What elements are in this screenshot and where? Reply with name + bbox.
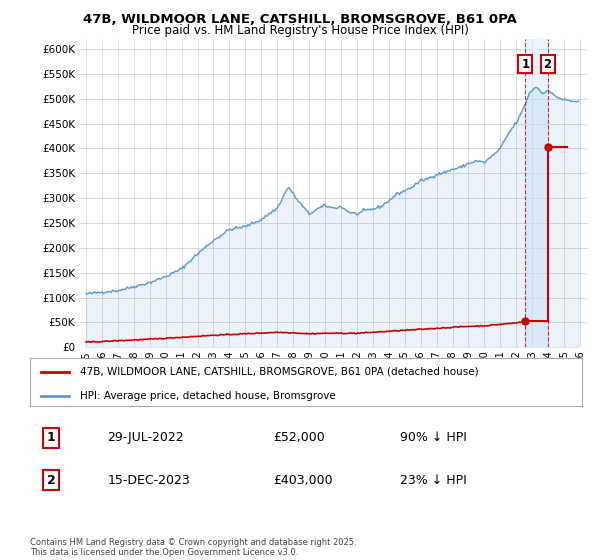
Text: £52,000: £52,000 <box>273 431 325 444</box>
Text: 47B, WILDMOOR LANE, CATSHILL, BROMSGROVE, B61 0PA: 47B, WILDMOOR LANE, CATSHILL, BROMSGROVE… <box>83 13 517 26</box>
Text: 90% ↓ HPI: 90% ↓ HPI <box>400 431 467 444</box>
Bar <box>526 39 548 347</box>
Text: 29-JUL-2022: 29-JUL-2022 <box>107 431 184 444</box>
Text: 2: 2 <box>544 58 551 71</box>
Text: Contains HM Land Registry data © Crown copyright and database right 2025.
This d: Contains HM Land Registry data © Crown c… <box>30 538 356 557</box>
Text: 1: 1 <box>521 58 529 71</box>
Text: 2: 2 <box>47 474 55 487</box>
Text: 23% ↓ HPI: 23% ↓ HPI <box>400 474 467 487</box>
Text: HPI: Average price, detached house, Bromsgrove: HPI: Average price, detached house, Brom… <box>80 390 335 400</box>
Text: 47B, WILDMOOR LANE, CATSHILL, BROMSGROVE, B61 0PA (detached house): 47B, WILDMOOR LANE, CATSHILL, BROMSGROVE… <box>80 367 478 377</box>
Text: £403,000: £403,000 <box>273 474 332 487</box>
Text: 1: 1 <box>47 431 55 444</box>
Text: 15-DEC-2023: 15-DEC-2023 <box>107 474 190 487</box>
Text: Price paid vs. HM Land Registry's House Price Index (HPI): Price paid vs. HM Land Registry's House … <box>131 24 469 36</box>
